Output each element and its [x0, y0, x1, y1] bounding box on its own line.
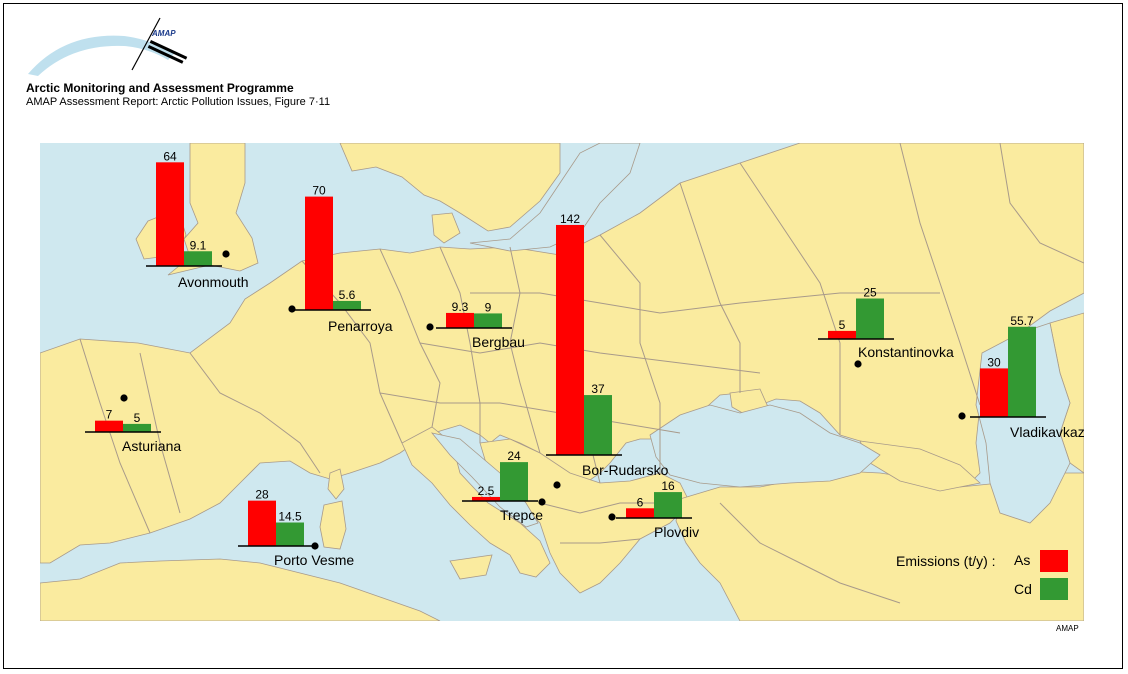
bar-as-vladikavkaz	[980, 368, 1008, 417]
value-as-plovdiv: 6	[637, 495, 644, 509]
site-label-trepce: Trepce	[500, 507, 543, 523]
bar-group-porto-vesme: 28 14.5 Porto Vesme	[238, 488, 354, 568]
site-marker-vladikavkaz	[958, 412, 966, 420]
value-cd-bergbau: 9	[485, 300, 492, 314]
legend-cd-label: Cd	[1014, 581, 1032, 597]
bar-cd-bor-rudarsko	[584, 395, 612, 455]
value-cd-vladikavkaz: 55.7	[1010, 314, 1034, 328]
land-denmark	[431, 212, 461, 244]
europe-map: 64 9.1 Avonmouth 70 5.6 Penarroya 9.3 9 Bergbau 7…	[40, 143, 1084, 621]
value-cd-asturiana: 5	[134, 411, 141, 425]
report-title: AMAP Assessment Report: Arctic Pollution…	[26, 96, 331, 108]
value-cd-konstantinovka: 25	[863, 286, 877, 300]
bar-as-porto-vesme	[248, 500, 276, 546]
site-label-porto-vesme: Porto Vesme	[274, 552, 354, 568]
site-marker-konstantinovka	[854, 360, 862, 368]
bar-cd-porto-vesme	[276, 522, 304, 546]
amap-logo: AMAP	[28, 17, 188, 76]
bar-group-bergbau: 9.3 9 Bergbau	[436, 300, 525, 350]
site-marker-plovdiv	[608, 513, 616, 521]
bar-cd-asturiana	[123, 423, 151, 432]
site-label-penarroya: Penarroya	[328, 318, 393, 334]
legend-as-label: As	[1014, 552, 1030, 568]
land-sardinia	[319, 500, 347, 550]
site-marker-trepce	[538, 498, 546, 506]
land-italy	[401, 426, 551, 578]
value-as-avonmouth: 64	[163, 149, 177, 163]
site-label-avonmouth: Avonmouth	[178, 274, 249, 290]
land-north-africa	[40, 558, 441, 621]
seas	[430, 143, 1071, 528]
site-marker-bor-rudarsko	[553, 481, 561, 489]
bar-group-plovdiv: 6 16 Plovdiv	[616, 479, 699, 540]
site-label-vladikavkaz: Vladikavkaz	[1010, 424, 1084, 440]
site-label-konstantinovka: Konstantinovka	[858, 344, 954, 360]
bar-as-plovdiv	[626, 508, 654, 518]
value-as-porto-vesme: 28	[255, 488, 269, 502]
bar-group-trepce: 2.5 24 Trepce	[462, 449, 543, 523]
logo-text: AMAP	[151, 29, 176, 38]
bar-cd-plovdiv	[654, 492, 682, 518]
bar-group-bor-rudarsko: 142 37 Bor-Rudarsko	[546, 212, 669, 478]
value-as-asturiana: 7	[106, 408, 113, 422]
adriatic-sea	[430, 432, 539, 528]
value-cd-plovdiv: 16	[661, 479, 675, 493]
site-marker-porto-vesme	[311, 542, 319, 550]
site-marker-bergbau	[426, 323, 434, 331]
land-caucasus	[859, 440, 981, 492]
bar-cd-avonmouth	[184, 251, 212, 266]
bar-group-asturiana: 7 5 Asturiana	[85, 408, 181, 454]
footer-credit: AMAP	[1056, 624, 1079, 633]
site-label-asturiana: Asturiana	[122, 438, 181, 454]
legend-cd-swatch	[1040, 578, 1068, 600]
land-britain	[167, 143, 259, 276]
bar-as-bor-rudarsko	[556, 224, 584, 455]
value-as-bergbau: 9.3	[452, 300, 469, 314]
site-marker-avonmouth	[222, 250, 230, 258]
value-cd-trepce: 24	[507, 449, 521, 463]
bar-cd-vladikavkaz	[1008, 326, 1036, 417]
value-as-bor-rudarsko: 142	[560, 212, 580, 226]
bar-group-vladikavkaz: 30 55.7 Vladikavkaz	[970, 314, 1084, 440]
bar-cd-trepce	[500, 462, 528, 501]
value-as-penarroya: 70	[312, 184, 326, 198]
bar-cd-penarroya	[333, 300, 361, 310]
bar-as-avonmouth	[156, 162, 184, 266]
legend-as-swatch	[1040, 550, 1068, 572]
bar-as-asturiana	[95, 420, 123, 432]
site-label-bergbau: Bergbau	[472, 334, 525, 350]
legend-title: Emissions (t/y) :	[896, 553, 996, 569]
value-cd-bor-rudarsko: 37	[591, 382, 605, 396]
bar-as-konstantinovka	[828, 330, 856, 339]
land-sicily	[449, 554, 493, 580]
site-label-plovdiv: Plovdiv	[654, 524, 699, 540]
bar-group-avonmouth: 64 9.1 Avonmouth	[146, 149, 249, 290]
bar-cd-bergbau	[474, 313, 502, 328]
value-as-vladikavkaz: 30	[987, 355, 1001, 369]
site-marker-penarroya	[288, 305, 296, 313]
site-label-bor-rudarsko: Bor-Rudarsko	[582, 462, 669, 478]
bar-cd-konstantinovka	[856, 298, 884, 339]
value-cd-porto-vesme: 14.5	[278, 510, 302, 524]
bar-group-konstantinovka: 5 25 Konstantinovka	[818, 286, 954, 360]
site-markers	[120, 250, 966, 550]
black-sea	[649, 404, 881, 488]
bar-group-penarroya: 70 5.6 Penarroya	[295, 184, 393, 334]
site-marker-asturiana	[120, 394, 128, 402]
value-cd-avonmouth: 9.1	[190, 238, 207, 252]
value-as-trepce: 2.5	[478, 484, 495, 498]
value-as-konstantinovka: 5	[839, 318, 846, 332]
legend: Emissions (t/y) : As Cd	[896, 550, 1068, 600]
bar-as-bergbau	[446, 312, 474, 328]
baltic-sea	[469, 143, 641, 252]
bar-as-trepce	[472, 496, 500, 501]
emission-bars: 64 9.1 Avonmouth 70 5.6 Penarroya 9.3 9 Bergbau 7…	[85, 149, 1084, 568]
land-corsica	[327, 468, 345, 500]
org-title: Arctic Monitoring and Assessment Program…	[26, 81, 294, 95]
value-cd-penarroya: 5.6	[339, 288, 356, 302]
land-scandinavia	[339, 143, 561, 232]
bar-as-penarroya	[305, 196, 333, 310]
